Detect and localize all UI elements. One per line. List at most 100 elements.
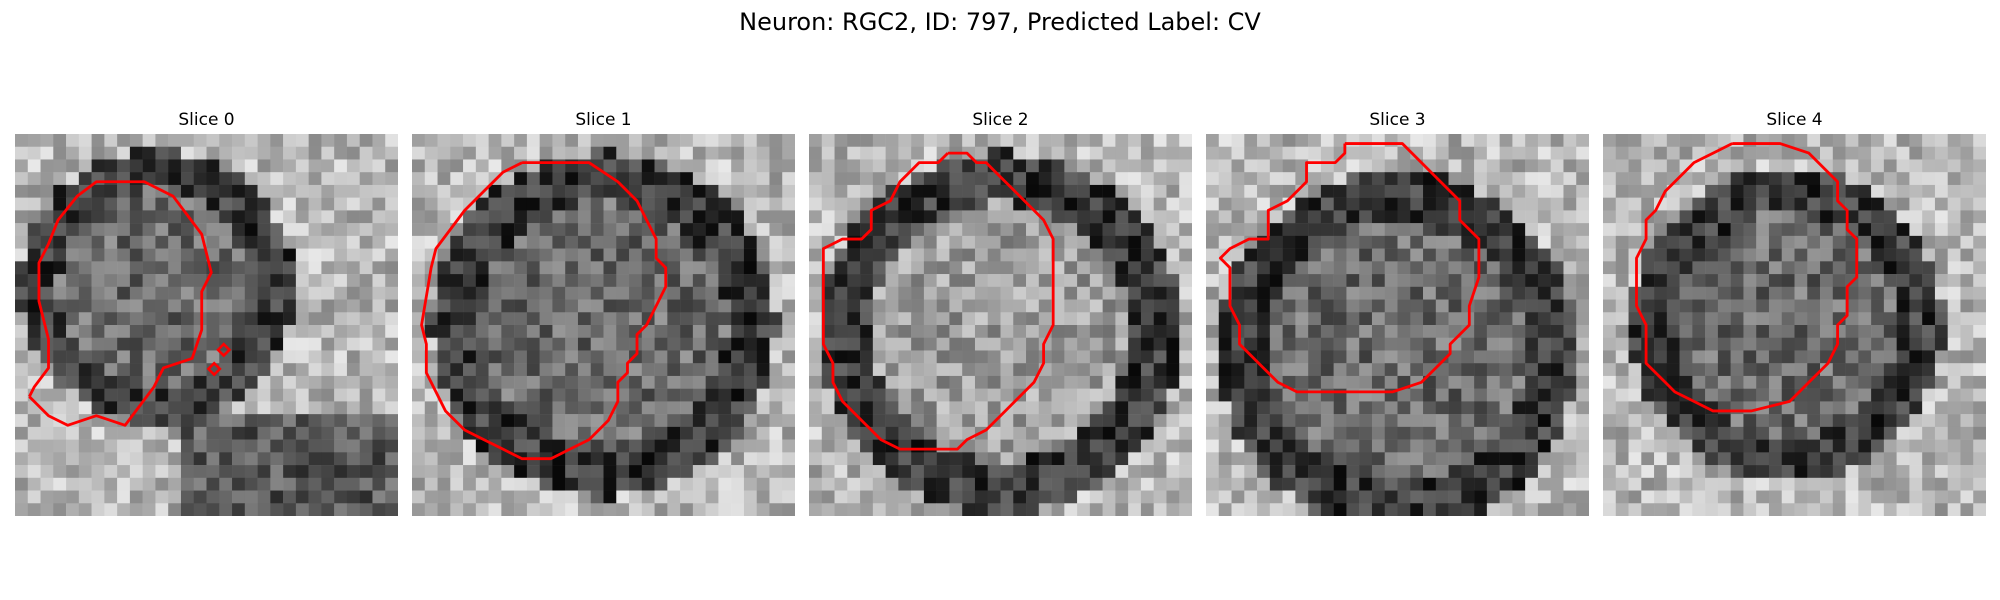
pixel [539, 299, 553, 313]
pixel [475, 146, 489, 160]
pixel [1550, 465, 1564, 479]
pixel [1486, 414, 1500, 428]
pixel [1705, 477, 1719, 491]
pixel [1257, 274, 1271, 288]
pixel [104, 325, 118, 338]
pixel [142, 465, 156, 479]
pixel [860, 363, 874, 377]
pixel [526, 197, 540, 211]
pixel [1973, 248, 1986, 262]
pixel [437, 337, 451, 351]
pixel [1140, 312, 1154, 326]
pixel [731, 477, 745, 491]
pixel [641, 197, 655, 211]
pixel [577, 363, 591, 377]
pixel [1499, 312, 1513, 326]
pixel [577, 452, 591, 466]
pixel [1525, 274, 1539, 288]
pixel [974, 235, 988, 249]
pixel [1576, 159, 1589, 173]
pixel [1973, 159, 1986, 173]
pixel [1743, 414, 1757, 428]
pixel [1346, 235, 1360, 249]
pixel [821, 286, 835, 300]
pixel [885, 223, 899, 237]
pixel [1333, 197, 1347, 211]
pixel [526, 134, 540, 147]
pixel [1077, 401, 1091, 415]
pixel [1077, 134, 1091, 147]
pixel [911, 350, 925, 364]
pixel [193, 299, 207, 313]
pixel [1218, 439, 1232, 453]
pixel [834, 452, 848, 466]
pixel [654, 452, 668, 466]
pixel [1166, 452, 1180, 466]
pixel [1257, 210, 1271, 224]
pixel [15, 184, 29, 198]
pixel [731, 146, 745, 160]
pixel [1615, 299, 1629, 313]
pixel [1794, 210, 1808, 224]
pixel [180, 235, 194, 249]
pixel [1576, 465, 1589, 479]
pixel [860, 197, 874, 211]
pixel [1064, 248, 1078, 262]
pixel [654, 375, 668, 389]
pixel [1730, 414, 1744, 428]
pixel [1308, 134, 1322, 147]
pixel [1807, 235, 1821, 249]
pixel [1730, 363, 1744, 377]
pixel [756, 312, 770, 326]
pixel [962, 452, 976, 466]
pixel [1576, 452, 1589, 466]
pixel [962, 172, 976, 186]
pixel [1282, 210, 1296, 224]
pixel [987, 248, 1001, 262]
pixel [244, 274, 258, 288]
pixel [385, 312, 398, 326]
pixel [1654, 210, 1668, 224]
pixel [1692, 350, 1706, 364]
pixel [1922, 223, 1936, 237]
pixel [1896, 337, 1910, 351]
pixel [1257, 375, 1271, 389]
pixel [949, 184, 963, 198]
pixel [501, 184, 515, 198]
pixel [1692, 363, 1706, 377]
pixel [667, 312, 681, 326]
pixel [475, 439, 489, 453]
pixel [949, 363, 963, 377]
pixel [949, 452, 963, 466]
pixel [1064, 235, 1078, 249]
pixel [1320, 210, 1334, 224]
pixel [1448, 235, 1462, 249]
pixel [53, 337, 67, 351]
pixel [936, 350, 950, 364]
pixel [1705, 414, 1719, 428]
pixel [1359, 477, 1373, 491]
pixel [372, 452, 386, 466]
pixel [270, 235, 284, 249]
pixel [1115, 388, 1129, 402]
pixel [1231, 210, 1245, 224]
pixel [1308, 261, 1322, 275]
pixel [244, 363, 258, 377]
pixel [1269, 414, 1283, 428]
pixel [1051, 274, 1065, 288]
pixel [1576, 477, 1589, 491]
pixel [1064, 286, 1078, 300]
pixel [1115, 274, 1129, 288]
pixel [1550, 337, 1564, 351]
pixel [974, 401, 988, 415]
pixel [1461, 414, 1475, 428]
pixel [1692, 197, 1706, 211]
pixel [718, 210, 732, 224]
pixel [911, 146, 925, 160]
pixel [949, 337, 963, 351]
pixel [847, 439, 861, 453]
pixel [1179, 388, 1192, 402]
pixel [718, 363, 732, 377]
pixel [1550, 363, 1564, 377]
pixel [552, 337, 566, 351]
